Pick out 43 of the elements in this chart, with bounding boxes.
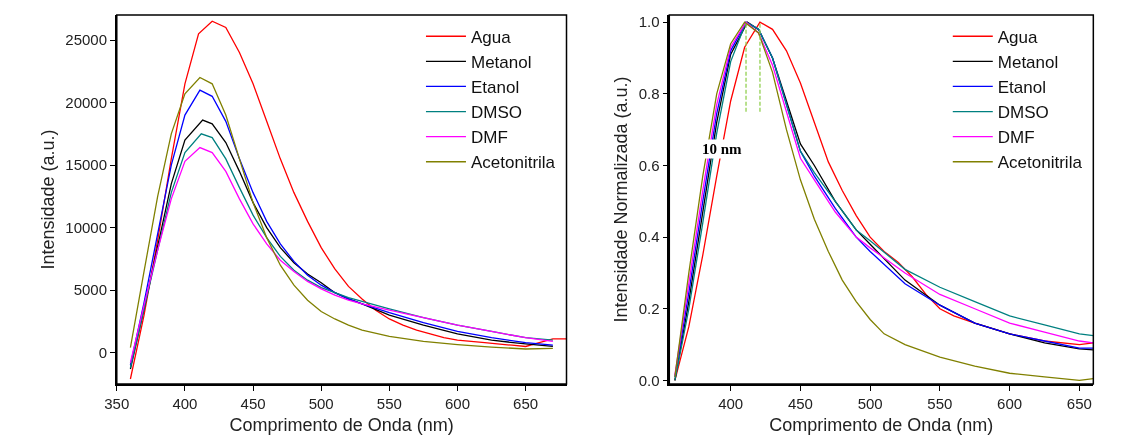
y-tick-label: 20000 — [65, 93, 108, 111]
legend-label: Metanol — [470, 52, 532, 72]
legend-label: Metanol — [997, 52, 1059, 72]
x-tick-label: 650 — [513, 394, 539, 412]
legend-label: DMF — [997, 128, 1035, 148]
legend-label: DMSO — [470, 103, 522, 123]
legend-label: Etanol — [470, 78, 520, 98]
legend-label: Acetonitrila — [997, 153, 1083, 173]
x-tick-label: 550 — [376, 394, 402, 412]
y-axis-title: Intensidade (a.u.) — [38, 129, 59, 270]
y-tick-label: 15000 — [65, 156, 108, 174]
x-tick-label: 500 — [308, 394, 334, 412]
y-tick-label: 0.4 — [638, 228, 660, 246]
x-axis-title: Comprimento de Onda (nm) — [229, 415, 454, 436]
x-tick-label: 450 — [787, 394, 813, 412]
y-tick-label: 10000 — [65, 218, 108, 236]
legend-label: Acetonitrila — [470, 153, 556, 173]
x-tick-label: 450 — [240, 394, 266, 412]
y-tick-label: 0.2 — [638, 300, 660, 318]
legend-label: Agua — [470, 27, 512, 47]
y-tick-label: 1.0 — [638, 13, 660, 31]
y-tick-label: 25000 — [65, 31, 108, 49]
y-tick-label: 0.0 — [638, 371, 660, 389]
x-tick-label: 400 — [718, 394, 744, 412]
x-tick-label: 650 — [1066, 394, 1092, 412]
x-tick-label: 600 — [444, 394, 470, 412]
x-tick-label: 600 — [997, 394, 1023, 412]
y-tick-label: 0.8 — [638, 85, 660, 103]
x-axis-title: Comprimento de Onda (nm) — [769, 415, 994, 436]
y-tick-label: 5000 — [73, 281, 108, 299]
legend-label: DMSO — [997, 103, 1049, 123]
x-tick-label: 350 — [104, 394, 130, 412]
x-tick-label: 400 — [172, 394, 198, 412]
legend-label: Etanol — [997, 78, 1046, 98]
y-tick-label: 0 — [98, 343, 108, 361]
legend-label: DMF — [470, 128, 508, 148]
line-series — [129, 20, 567, 380]
y-axis-title: Intensidade Normalizada (a.u.) — [611, 76, 632, 323]
annotation: 10 nm — [702, 141, 743, 157]
y-tick-label: 0.6 — [638, 156, 660, 174]
x-tick-label: 500 — [857, 394, 883, 412]
legend-label: Agua — [997, 27, 1039, 47]
x-tick-label: 550 — [927, 394, 953, 412]
